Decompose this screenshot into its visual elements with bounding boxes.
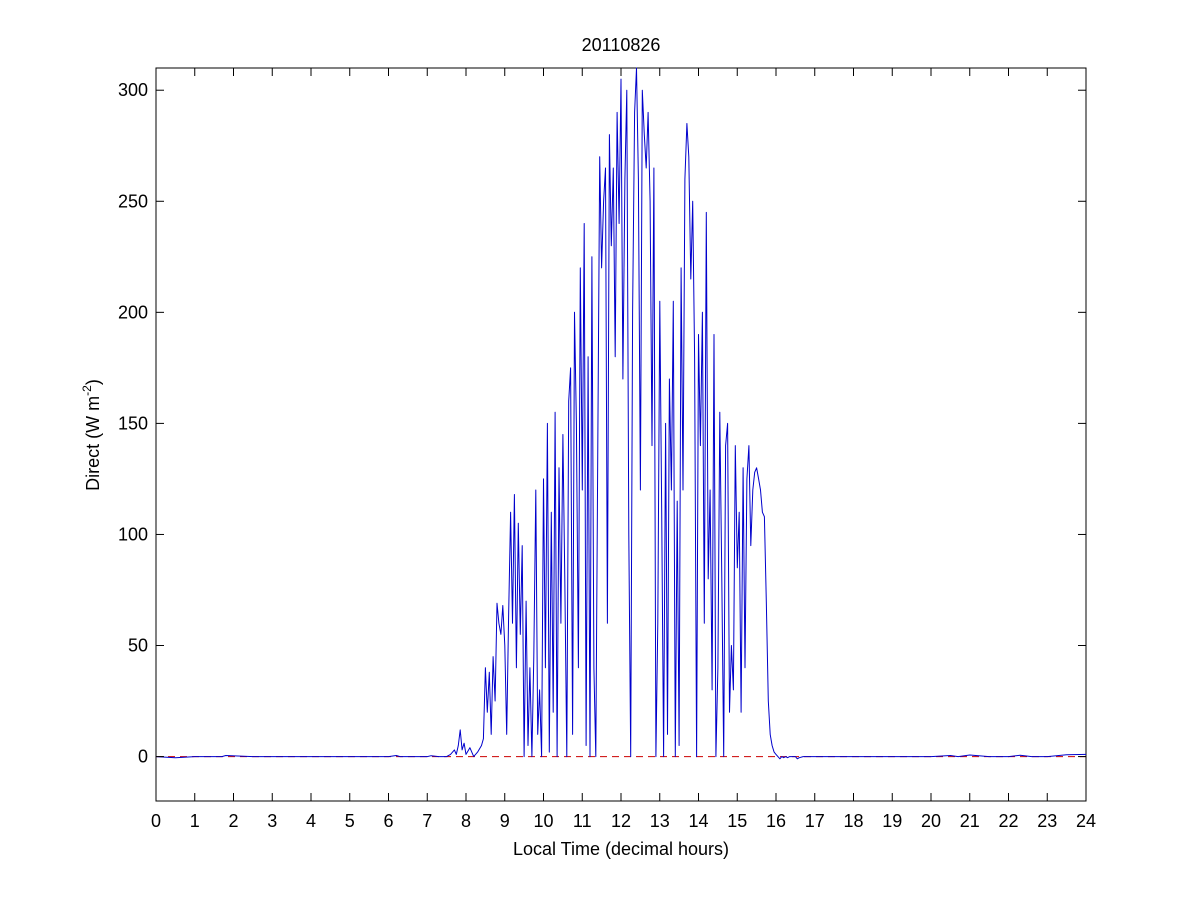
x-tick-label: 7 bbox=[422, 811, 432, 831]
x-tick-label: 8 bbox=[461, 811, 471, 831]
x-tick-label: 10 bbox=[533, 811, 553, 831]
x-tick-label: 9 bbox=[500, 811, 510, 831]
x-tick-label: 13 bbox=[650, 811, 670, 831]
y-axis-label-close: ) bbox=[83, 379, 103, 385]
x-axis-ticks: 0 1 2 3 4 5 6 7 8 9 10 11 12 13 14 15 16 17 18 19 20 21 22 23 24 bbox=[151, 68, 1096, 831]
x-tick-label: 12 bbox=[611, 811, 631, 831]
y-tick-label: 0 bbox=[138, 747, 148, 767]
x-tick-label: 16 bbox=[766, 811, 786, 831]
x-tick-label: 21 bbox=[960, 811, 980, 831]
y-axis-label-superscript: -2 bbox=[80, 385, 94, 396]
x-tick-label: 15 bbox=[727, 811, 747, 831]
y-tick-label: 200 bbox=[118, 302, 148, 322]
y-tick-label: 150 bbox=[118, 413, 148, 433]
data-series-group bbox=[155, 67, 1087, 760]
y-axis-ticks: 0 50 100 150 200 250 300 bbox=[118, 80, 1086, 767]
x-tick-label: 24 bbox=[1076, 811, 1096, 831]
x-tick-label: 6 bbox=[383, 811, 393, 831]
y-tick-label: 250 bbox=[118, 191, 148, 211]
y-tick-label: 300 bbox=[118, 80, 148, 100]
x-tick-label: 23 bbox=[1037, 811, 1057, 831]
x-tick-label: 17 bbox=[805, 811, 825, 831]
y-axis-label-main: Direct (W m bbox=[83, 396, 103, 491]
chart-title: 20110826 bbox=[582, 35, 661, 55]
x-tick-label: 2 bbox=[228, 811, 238, 831]
x-tick-label: 4 bbox=[306, 811, 316, 831]
x-tick-label: 20 bbox=[921, 811, 941, 831]
x-tick-label: 19 bbox=[882, 811, 902, 831]
y-tick-label: 50 bbox=[128, 636, 148, 656]
x-tick-label: 11 bbox=[573, 811, 592, 831]
x-tick-label: 22 bbox=[998, 811, 1018, 831]
series-line-0 bbox=[155, 67, 1087, 760]
y-tick-label: 100 bbox=[118, 524, 148, 544]
x-tick-label: 5 bbox=[345, 811, 355, 831]
x-tick-label: 0 bbox=[151, 811, 161, 831]
y-axis-label: Direct (W m-2) bbox=[80, 379, 103, 491]
x-axis-label: Local Time (decimal hours) bbox=[513, 839, 729, 859]
x-tick-label: 3 bbox=[267, 811, 277, 831]
x-tick-label: 14 bbox=[688, 811, 708, 831]
x-tick-label: 18 bbox=[843, 811, 863, 831]
x-tick-label: 1 bbox=[190, 811, 200, 831]
